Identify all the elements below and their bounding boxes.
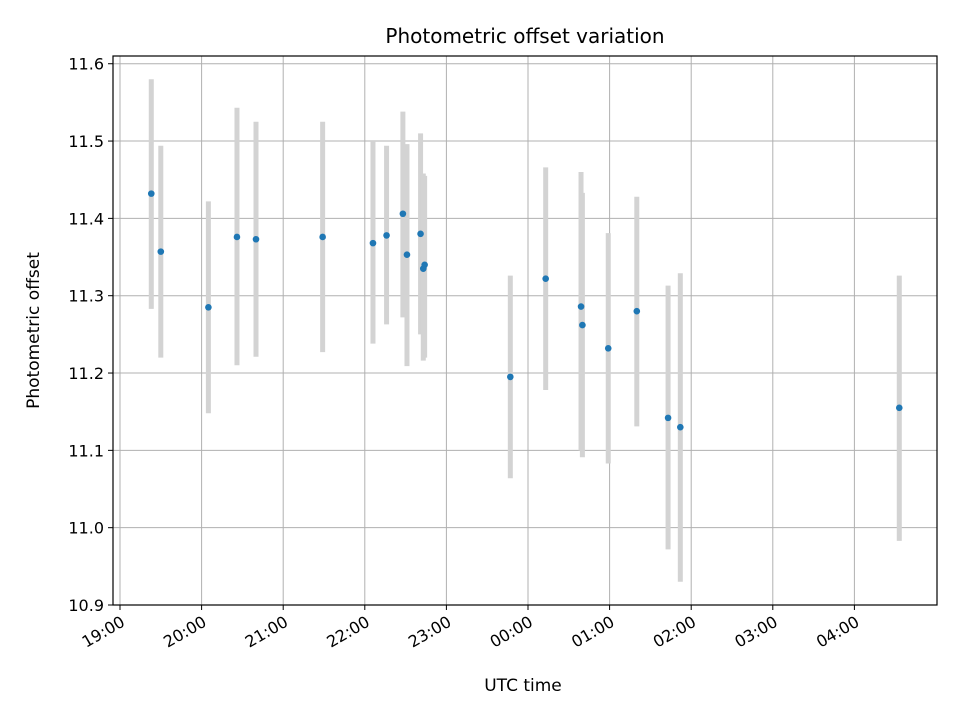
data-point bbox=[205, 304, 212, 311]
data-point bbox=[319, 233, 326, 241]
x-tick-label: 02:00 bbox=[650, 612, 699, 652]
data-point bbox=[507, 373, 514, 381]
data-point bbox=[604, 344, 612, 352]
data-point bbox=[157, 248, 165, 255]
data-point bbox=[633, 307, 641, 315]
y-tick-label: 11.3 bbox=[68, 287, 104, 306]
data-point bbox=[383, 232, 390, 239]
x-tick-label: 01:00 bbox=[568, 612, 617, 652]
data-point bbox=[421, 261, 428, 269]
y-tick-label: 11.1 bbox=[68, 441, 104, 460]
x-tick-label: 19:00 bbox=[79, 612, 128, 652]
y-tick-label: 11.2 bbox=[68, 364, 104, 383]
data-point bbox=[233, 233, 241, 241]
data-points bbox=[147, 190, 903, 431]
chart-title: Photometric offset variation bbox=[385, 24, 664, 48]
data-point bbox=[147, 190, 155, 197]
x-axis-label: UTC time bbox=[484, 676, 562, 696]
x-tick-label: 20:00 bbox=[160, 612, 209, 652]
y-tick-label: 10.9 bbox=[68, 596, 104, 615]
data-point bbox=[664, 414, 672, 422]
x-axis-ticks: 19:00 20:00 21:00 22:00 23:00 00:00 01:00 02:00… bbox=[79, 605, 862, 652]
x-tick-label: 21:00 bbox=[242, 612, 291, 652]
data-point bbox=[579, 321, 586, 329]
data-point bbox=[399, 210, 407, 218]
data-point bbox=[252, 235, 260, 243]
y-axis-ticks: 10.9 11.0 11.1 11.2 11.3 11.4 11.5 11.6 bbox=[68, 55, 113, 615]
data-point bbox=[369, 239, 377, 247]
data-point bbox=[895, 404, 903, 412]
y-tick-label: 11.6 bbox=[68, 55, 104, 74]
y-tick-label: 11.0 bbox=[68, 519, 104, 538]
error-bars bbox=[148, 79, 902, 582]
data-point bbox=[577, 303, 585, 310]
x-tick-label: 22:00 bbox=[323, 612, 372, 652]
y-tick-label: 11.4 bbox=[68, 209, 104, 228]
data-point bbox=[542, 275, 549, 282]
data-point bbox=[677, 423, 684, 431]
x-tick-label: 00:00 bbox=[487, 612, 536, 652]
data-point bbox=[417, 230, 424, 238]
x-tick-label: 04:00 bbox=[813, 612, 862, 652]
y-tick-label: 11.5 bbox=[68, 132, 104, 151]
y-axis-label: Photometric offset bbox=[24, 252, 44, 409]
x-tick-label: 23:00 bbox=[405, 612, 454, 652]
data-point bbox=[403, 251, 411, 259]
x-tick-label: 03:00 bbox=[731, 612, 780, 652]
plot-frame bbox=[112, 55, 938, 606]
